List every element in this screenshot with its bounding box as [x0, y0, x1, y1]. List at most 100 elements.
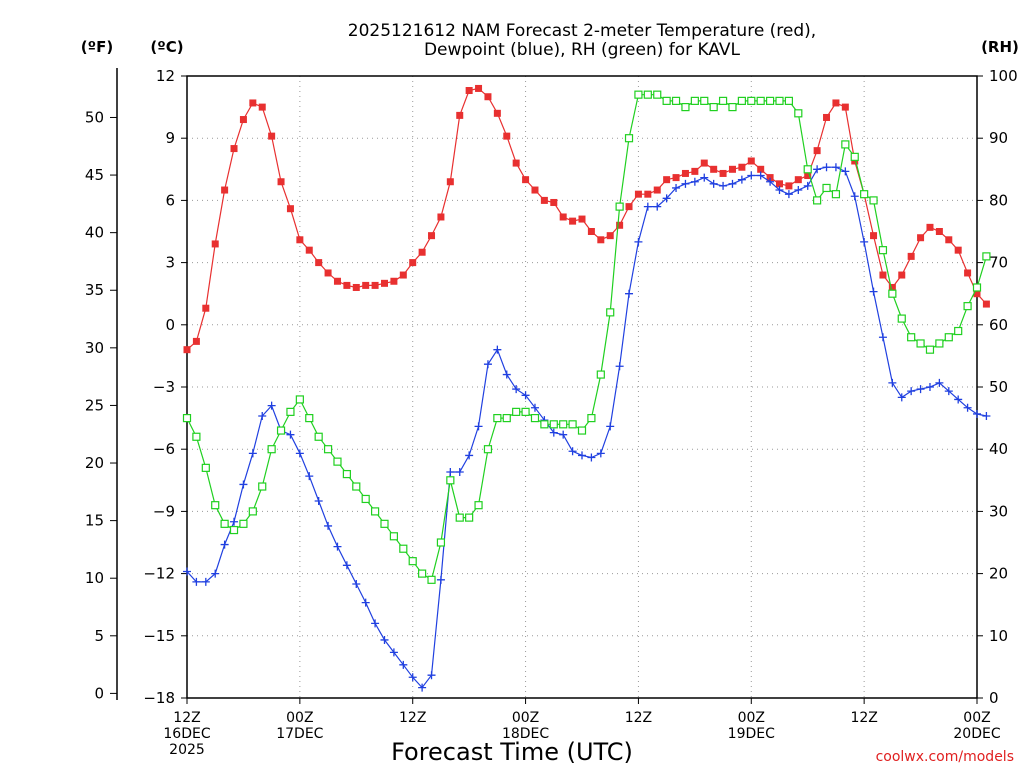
fahrenheit-tick-label: 50	[85, 108, 104, 126]
temperature-point	[578, 215, 586, 223]
temperature-point	[766, 174, 774, 182]
x-tick-label: 00Z	[286, 710, 313, 726]
rh-point	[728, 102, 737, 112]
dewpoint-point	[841, 167, 850, 176]
temperature-point	[926, 223, 934, 231]
x-axis-title: Forecast Time (UTC)	[391, 738, 633, 766]
temperature-point	[653, 186, 661, 194]
rh-tick-label: 70	[989, 254, 1008, 272]
celsius-tick-label: −6	[153, 440, 175, 458]
dewpoint-point	[982, 412, 991, 421]
x-tick-label: 18DEC	[502, 726, 549, 742]
rh-point	[718, 96, 728, 105]
rh-point	[182, 414, 192, 423]
rh-point	[897, 314, 906, 323]
celsius-tick-label: −18	[143, 689, 175, 707]
dewpoint-point	[747, 171, 756, 180]
dewpoint-point	[643, 202, 652, 211]
dewpoint-point	[625, 289, 634, 298]
dewpoint-point	[201, 577, 210, 586]
rh-point	[606, 308, 615, 317]
dewpoint-point	[314, 497, 323, 506]
rh-point	[747, 96, 756, 105]
temperature-point	[324, 269, 332, 277]
x-tick-label: 12Z	[173, 710, 200, 726]
dewpoint-point	[549, 428, 558, 437]
series-line-dewpoint	[186, 166, 987, 689]
temperature-point	[832, 99, 840, 107]
temperature-point	[625, 203, 633, 211]
dewpoint-point	[455, 468, 464, 477]
rh-point	[465, 513, 474, 522]
dewpoint-point	[897, 393, 906, 402]
dewpoint-point	[192, 577, 201, 586]
rh-point	[681, 102, 690, 112]
rh-point	[361, 494, 370, 504]
temperature-point	[277, 178, 285, 186]
dewpoint-point	[436, 575, 445, 584]
rh-point	[577, 426, 587, 435]
rh-tick-label: 40	[989, 440, 1008, 458]
dewpoint-point	[925, 383, 934, 391]
rh-point	[389, 532, 399, 541]
rh-point	[267, 445, 276, 454]
temperature-point	[503, 132, 511, 140]
temperature-point	[221, 186, 229, 194]
x-tick-label: 17DEC	[276, 726, 323, 742]
celsius-tick-label: 0	[165, 316, 175, 334]
temperature-point	[606, 232, 614, 240]
dewpoint-point	[822, 163, 831, 172]
rh-tick-label: 30	[989, 502, 1008, 520]
unit-fahrenheit: (ºF)	[81, 38, 113, 56]
rh-point	[559, 420, 568, 429]
temperature-point	[268, 132, 276, 140]
temperature-point	[484, 93, 492, 101]
temperature-point	[512, 159, 520, 167]
fahrenheit-tick-label: 30	[85, 339, 104, 357]
rh-tick-label: 100	[989, 67, 1018, 85]
temperature-point	[747, 157, 755, 165]
x-tick-label: 16DEC	[163, 726, 210, 742]
unit-celsius: (ºC)	[150, 38, 183, 56]
temperature-point	[804, 172, 812, 180]
rh-point	[596, 370, 605, 379]
x-tick-label: 19DEC	[728, 726, 775, 742]
series-dewpoint	[183, 163, 991, 692]
dewpoint-point	[803, 181, 812, 190]
rh-point	[935, 339, 944, 348]
rh-point	[521, 407, 530, 416]
dewpoint-point	[672, 183, 681, 192]
dewpoint-point	[371, 619, 380, 628]
rh-point	[512, 407, 521, 416]
temperature-point	[888, 283, 896, 291]
temperature-point	[663, 176, 671, 184]
temperature-point	[446, 178, 454, 186]
fahrenheit-tick-label: 40	[85, 224, 104, 242]
temperature-point	[982, 300, 990, 308]
dewpoint-point	[211, 569, 220, 578]
rh-point	[314, 432, 323, 441]
fahrenheit-tick-label: 0	[94, 684, 104, 702]
temperature-point	[700, 159, 708, 167]
rh-tick-label: 60	[989, 316, 1008, 334]
dewpoint-point	[662, 194, 671, 203]
temperature-point	[202, 304, 210, 312]
celsius-tick-label: −12	[143, 565, 175, 583]
fahrenheit-tick-label: 5	[94, 627, 104, 645]
temperature-point	[785, 182, 793, 190]
rh-tick-label: 0	[989, 689, 999, 707]
rh-point	[700, 96, 709, 105]
rh-point	[813, 196, 822, 205]
dewpoint-point	[690, 177, 699, 186]
temperature-point	[813, 147, 821, 155]
fahrenheit-tick-label: 35	[85, 281, 104, 299]
series-temperature	[183, 84, 990, 354]
temperature-point	[305, 246, 313, 254]
rh-point	[418, 569, 427, 578]
rh-point	[295, 395, 304, 404]
temperature-point	[907, 252, 915, 260]
rh-point	[907, 333, 916, 342]
rh-point	[850, 152, 859, 161]
dewpoint-point	[907, 387, 916, 396]
temperature-point	[964, 269, 972, 277]
